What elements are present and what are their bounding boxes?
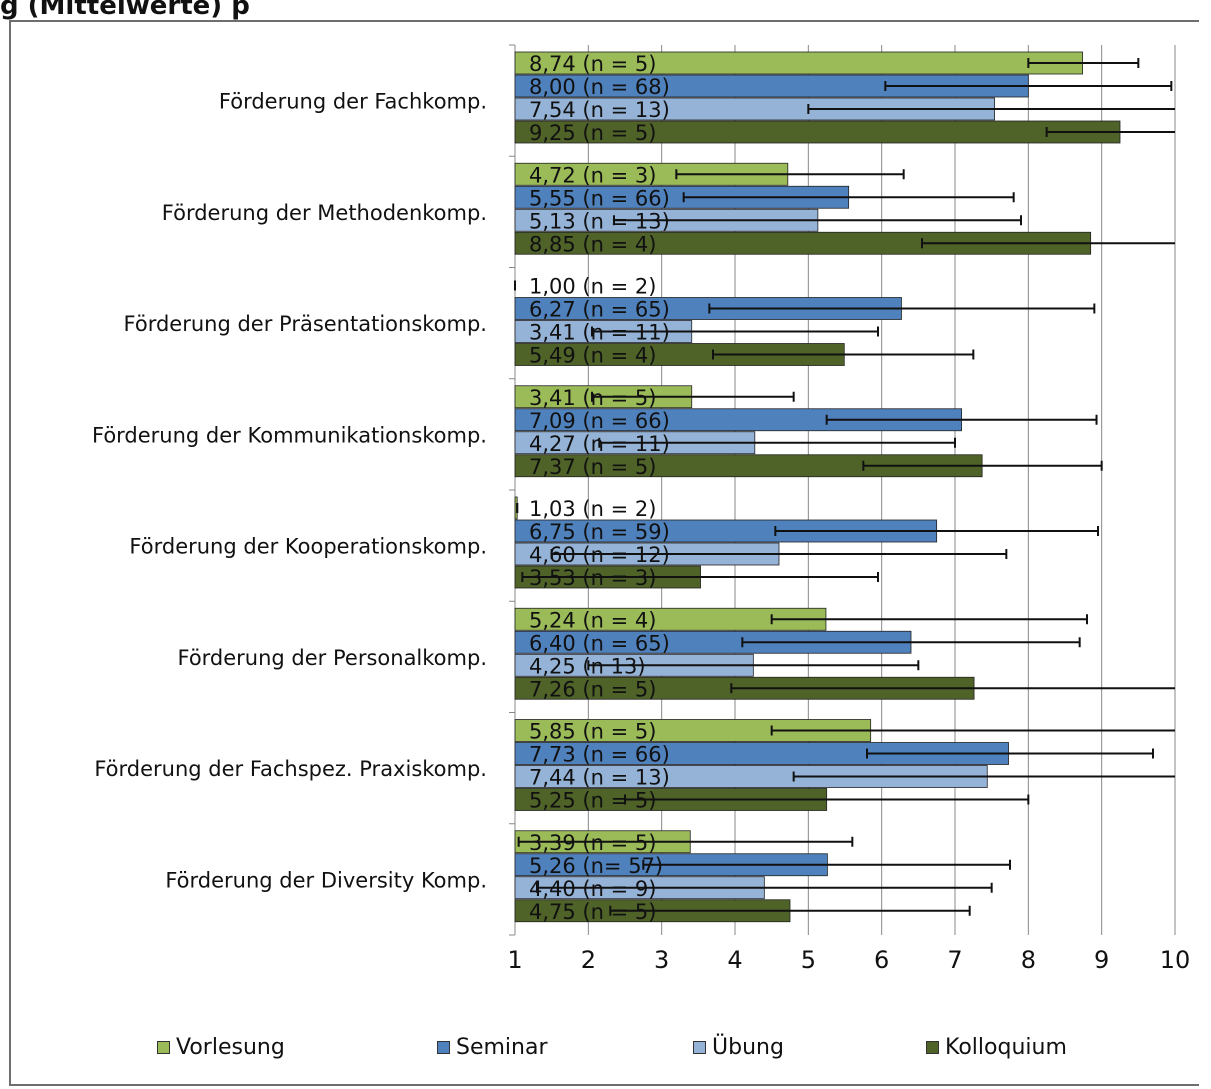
x-tick-label: 6 (874, 946, 889, 974)
data-label: 4,75 (n = 5) (529, 900, 656, 924)
x-tick-label: 10 (1160, 946, 1191, 974)
data-label: 5,13 (n = 13) (529, 209, 670, 233)
x-tick-label: 8 (1021, 946, 1036, 974)
legend-swatch-vorlesung (157, 1041, 170, 1054)
data-label: 4,40 (n = 9) (529, 877, 656, 901)
data-label: 8,85 (n = 4) (529, 232, 656, 256)
data-label: 5,26 (n= 57) (529, 854, 663, 878)
x-tick-label: 9 (1094, 946, 1109, 974)
data-label: 6,27 (n = 65) (529, 298, 670, 322)
category-label: Förderung der Kooperationskomp. (129, 535, 487, 559)
data-label: 4,60 (n = 12) (529, 543, 670, 567)
legend-label-seminar: Seminar (456, 1035, 548, 1060)
data-label: 4,27 (n = 11) (529, 432, 670, 456)
legend-item-vorlesung: Vorlesung (157, 1035, 285, 1060)
data-label: 4,25 (n 13) (529, 654, 646, 678)
category-label: Förderung der Fachspez. Praxiskomp. (94, 757, 487, 781)
category-label: Förderung der Präsentationskomp. (124, 312, 487, 336)
legend-item-uebung: Übung (693, 1035, 784, 1060)
legend: Vorlesung Seminar Übung Kolloquium (0, 1035, 1211, 1075)
data-label: 3,41 (n = 5) (529, 386, 656, 410)
data-label: 4,72 (n = 3) (529, 163, 656, 187)
data-label: 5,55 (n = 66) (529, 186, 670, 210)
legend-item-seminar: Seminar (437, 1035, 548, 1060)
legend-swatch-seminar (437, 1041, 450, 1054)
x-tick-label: 7 (947, 946, 962, 974)
data-label: 6,75 (n = 59) (529, 520, 670, 544)
category-label: Förderung der Kommunikationskomp. (92, 423, 487, 447)
data-label: 7,37 (n = 5) (529, 455, 656, 479)
chart-frame (9, 20, 1199, 1086)
data-label: 3,53 (n = 3) (529, 566, 656, 590)
legend-label-vorlesung: Vorlesung (176, 1035, 285, 1060)
chart-title-partial: g (Mittelwerte) p (0, 0, 250, 21)
category-label: Förderung der Personalkomp. (177, 646, 487, 670)
category-label: Förderung der Fachkomp. (219, 90, 487, 114)
data-label: 5,24 (n = 4) (529, 608, 656, 632)
data-label: 8,00 (n = 68) (529, 75, 670, 99)
data-label: 7,54 (n = 13) (529, 98, 670, 122)
data-label: 5,49 (n = 4) (529, 344, 656, 368)
legend-label-uebung: Übung (712, 1035, 784, 1060)
data-label: 5,85 (n = 5) (529, 720, 656, 744)
legend-item-kolloquium: Kolloquium (926, 1035, 1067, 1060)
data-label: 1,03 (n = 2) (529, 497, 656, 521)
x-tick-label: 1 (507, 946, 522, 974)
legend-swatch-uebung (693, 1041, 706, 1054)
data-label: 1,00 (n = 2) (529, 275, 656, 299)
legend-swatch-kolloquium (926, 1041, 939, 1054)
data-label: 7,73 (n = 66) (529, 743, 670, 767)
data-label: 6,40 (n = 65) (529, 631, 670, 655)
category-label: Förderung der Methodenkomp. (162, 201, 487, 225)
data-label: 3,41 (n = 11) (529, 321, 670, 345)
data-label: 7,26 (n = 5) (529, 677, 656, 701)
data-label: 9,25 (n = 5) (529, 121, 656, 145)
data-label: 7,09 (n = 66) (529, 409, 670, 433)
x-tick-label: 5 (801, 946, 816, 974)
data-label: 7,44 (n = 13) (529, 766, 670, 790)
x-tick-label: 3 (654, 946, 669, 974)
data-label: 8,74 (n = 5) (529, 52, 656, 76)
x-tick-label: 2 (581, 946, 596, 974)
data-label: 5,25 (n = 5) (529, 789, 656, 813)
x-tick-label: 4 (727, 946, 742, 974)
data-label: 3,39 (n = 5) (529, 831, 656, 855)
category-label: Förderung der Diversity Komp. (165, 868, 487, 892)
legend-label-kolloquium: Kolloquium (945, 1035, 1067, 1060)
